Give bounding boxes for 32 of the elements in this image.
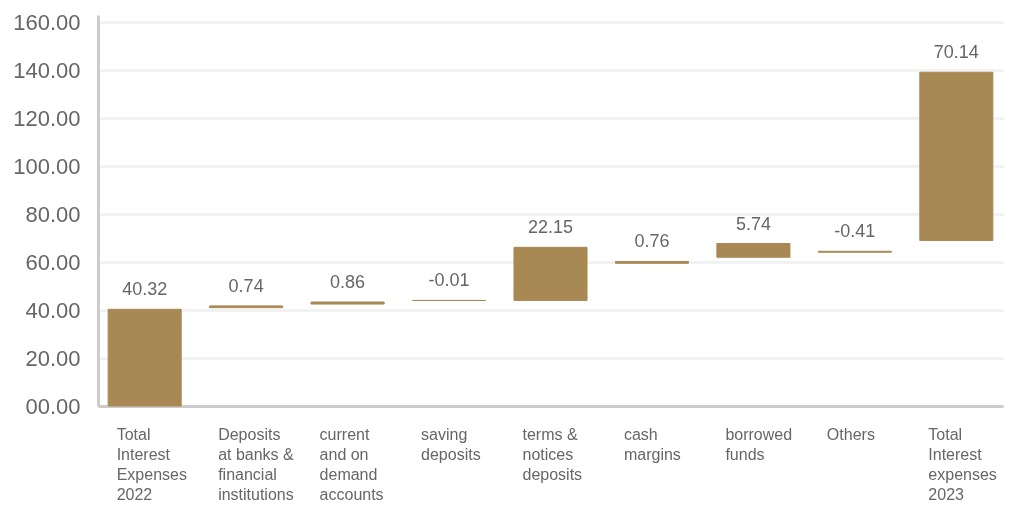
bar (310, 301, 385, 305)
x-tick-label: Total Interest Expenses 2022 (116, 425, 187, 503)
data-label: 0.86 (330, 271, 366, 292)
data-label: 40.32 (122, 279, 168, 300)
y-tick-label: 120.00 (13, 105, 81, 131)
bar (716, 243, 791, 258)
y-tick-label: 140.00 (13, 57, 81, 83)
y-tick-label: 00.00 (25, 393, 81, 419)
data-label: 0.74 (228, 275, 264, 296)
data-label: 5.74 (735, 213, 771, 234)
data-label: -0.41 (834, 221, 876, 242)
data-label: -0.01 (428, 270, 470, 291)
x-tick-label: Total Interest expenses 2023 (928, 425, 997, 503)
x-tick-label: current and on demand accounts (319, 425, 384, 503)
x-tick-label: saving deposits (421, 425, 481, 463)
bar (919, 71, 994, 241)
x-tick-label: Others (826, 425, 875, 443)
x-tick-label: cash margins (623, 425, 681, 463)
data-label: 22.15 (527, 217, 574, 238)
y-tick-label: 20.00 (25, 345, 81, 371)
y-tick-label: 100.00 (13, 153, 81, 179)
x-tick-label: Deposits at banks & financial institutions (218, 425, 295, 503)
y-tick-label: 160.00 (13, 9, 81, 35)
y-tick-label: 80.00 (25, 201, 81, 227)
bar (107, 308, 182, 407)
data-label: 70.14 (933, 42, 979, 63)
y-tick-label: 40.00 (25, 297, 81, 323)
x-tick-label: terms & notices deposits (522, 425, 583, 483)
data-label: 0.76 (634, 231, 670, 252)
x-tick-label: borrowed funds (725, 425, 793, 463)
y-tick-label: 60.00 (25, 249, 81, 275)
bar (513, 246, 588, 301)
